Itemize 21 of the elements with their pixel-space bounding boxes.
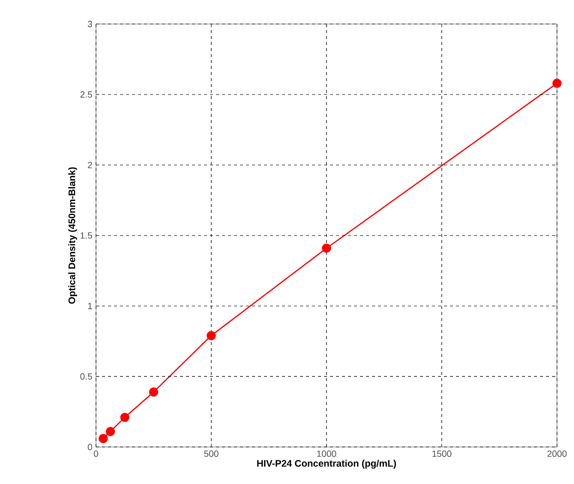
y-axis-title: Optical Density (450nm-Blank): [68, 167, 78, 304]
y-tick-label: 0.5: [80, 373, 92, 380]
x-axis-title: HIV-P24 Concentration (pg/mL): [257, 460, 396, 469]
point: [98, 434, 108, 444]
y-tick-label: 2: [88, 162, 92, 168]
point: [106, 426, 116, 436]
x-tick-label: 1000: [317, 450, 336, 457]
x-tick-label: 500: [204, 450, 218, 457]
x-tick-label: 1500: [432, 450, 452, 457]
y-tick-label: 3: [88, 20, 92, 28]
point: [206, 330, 216, 340]
point: [120, 412, 130, 422]
y-tick-label: 0: [88, 444, 92, 450]
point: [322, 244, 332, 253]
x-tick-label: 0: [94, 450, 98, 457]
y-tick-label: 1: [88, 302, 92, 310]
y-tick-label: 1.5: [80, 232, 92, 239]
x-tick-label: 2000: [547, 450, 567, 457]
point: [552, 78, 562, 88]
y-tick-label: 2.5: [80, 91, 92, 98]
point: [149, 387, 158, 397]
